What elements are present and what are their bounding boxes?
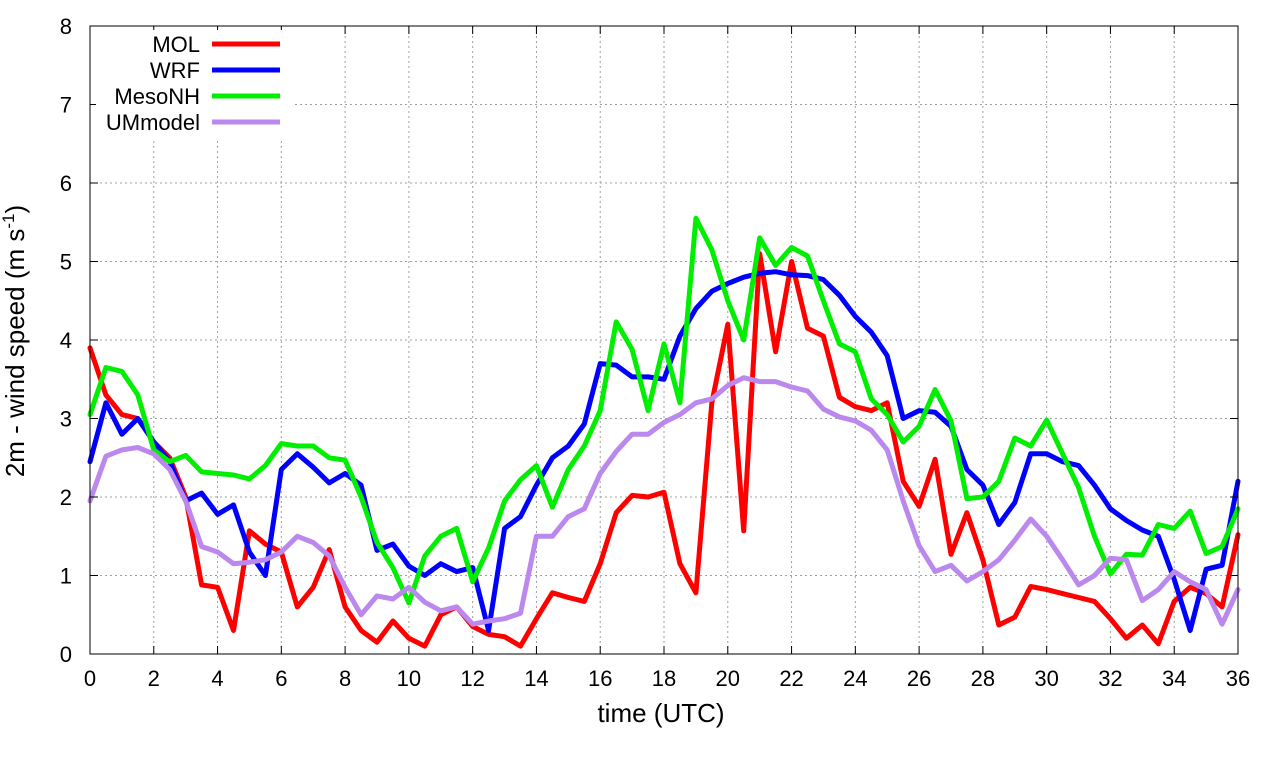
y-axis-title-superscript: -1 xyxy=(0,214,18,229)
series-line-mesonh xyxy=(87,215,1241,606)
x-tick-label: 10 xyxy=(397,666,421,691)
x-tick-labels: 0 2 4 6 8 10 12 14 16 18 20 22 24 26 28 30 32 34 36 xyxy=(84,666,1250,691)
series-lines xyxy=(87,215,1241,649)
series-line-ummodel xyxy=(87,375,1241,627)
legend-label-mol: MOL xyxy=(152,32,200,57)
x-tick-label: 36 xyxy=(1226,666,1250,691)
y-tick-label: 6 xyxy=(60,171,72,196)
y-axis-title-tail: ) xyxy=(0,205,30,214)
x-tick-label: 18 xyxy=(652,666,676,691)
y-tick-label: 0 xyxy=(60,642,72,667)
x-tick-label: 26 xyxy=(907,666,931,691)
x-tick-label: 4 xyxy=(211,666,223,691)
legend-label-mesonh: MesoNH xyxy=(114,84,200,109)
series-line-wrf xyxy=(87,269,1241,633)
legend-label-ummodel: UMmodel xyxy=(106,110,200,135)
x-tick-label: 6 xyxy=(275,666,287,691)
x-tick-label: 30 xyxy=(1034,666,1058,691)
y-tick-labels: 0 1 2 3 4 5 6 7 8 xyxy=(60,14,72,667)
x-tick-label: 12 xyxy=(460,666,484,691)
x-tick-label: 24 xyxy=(843,666,867,691)
x-tick-label: 2 xyxy=(148,666,160,691)
y-tick-label: 1 xyxy=(60,564,72,589)
x-tick-label: 0 xyxy=(84,666,96,691)
y-axis-title: 2m - wind speed (m s-1) xyxy=(0,205,30,477)
x-tick-label: 20 xyxy=(716,666,740,691)
x-tick-label: 8 xyxy=(339,666,351,691)
y-tick-label: 3 xyxy=(60,407,72,432)
x-tick-label: 32 xyxy=(1098,666,1122,691)
y-tick-label: 4 xyxy=(60,328,72,353)
y-tick-label: 5 xyxy=(60,250,72,275)
y-tick-label: 2 xyxy=(60,485,72,510)
legend-label-wrf: WRF xyxy=(150,58,200,83)
x-tick-label: 14 xyxy=(524,666,548,691)
x-tick-label: 16 xyxy=(588,666,612,691)
x-tick-label: 28 xyxy=(971,666,995,691)
x-axis-title: time (UTC) xyxy=(597,698,724,728)
y-tick-label: 8 xyxy=(60,14,72,39)
y-tick-label: 7 xyxy=(60,93,72,118)
x-tick-label: 34 xyxy=(1162,666,1186,691)
x-tick-label: 22 xyxy=(779,666,803,691)
y-axis-title-main: 2m - wind speed (m s xyxy=(0,229,30,478)
